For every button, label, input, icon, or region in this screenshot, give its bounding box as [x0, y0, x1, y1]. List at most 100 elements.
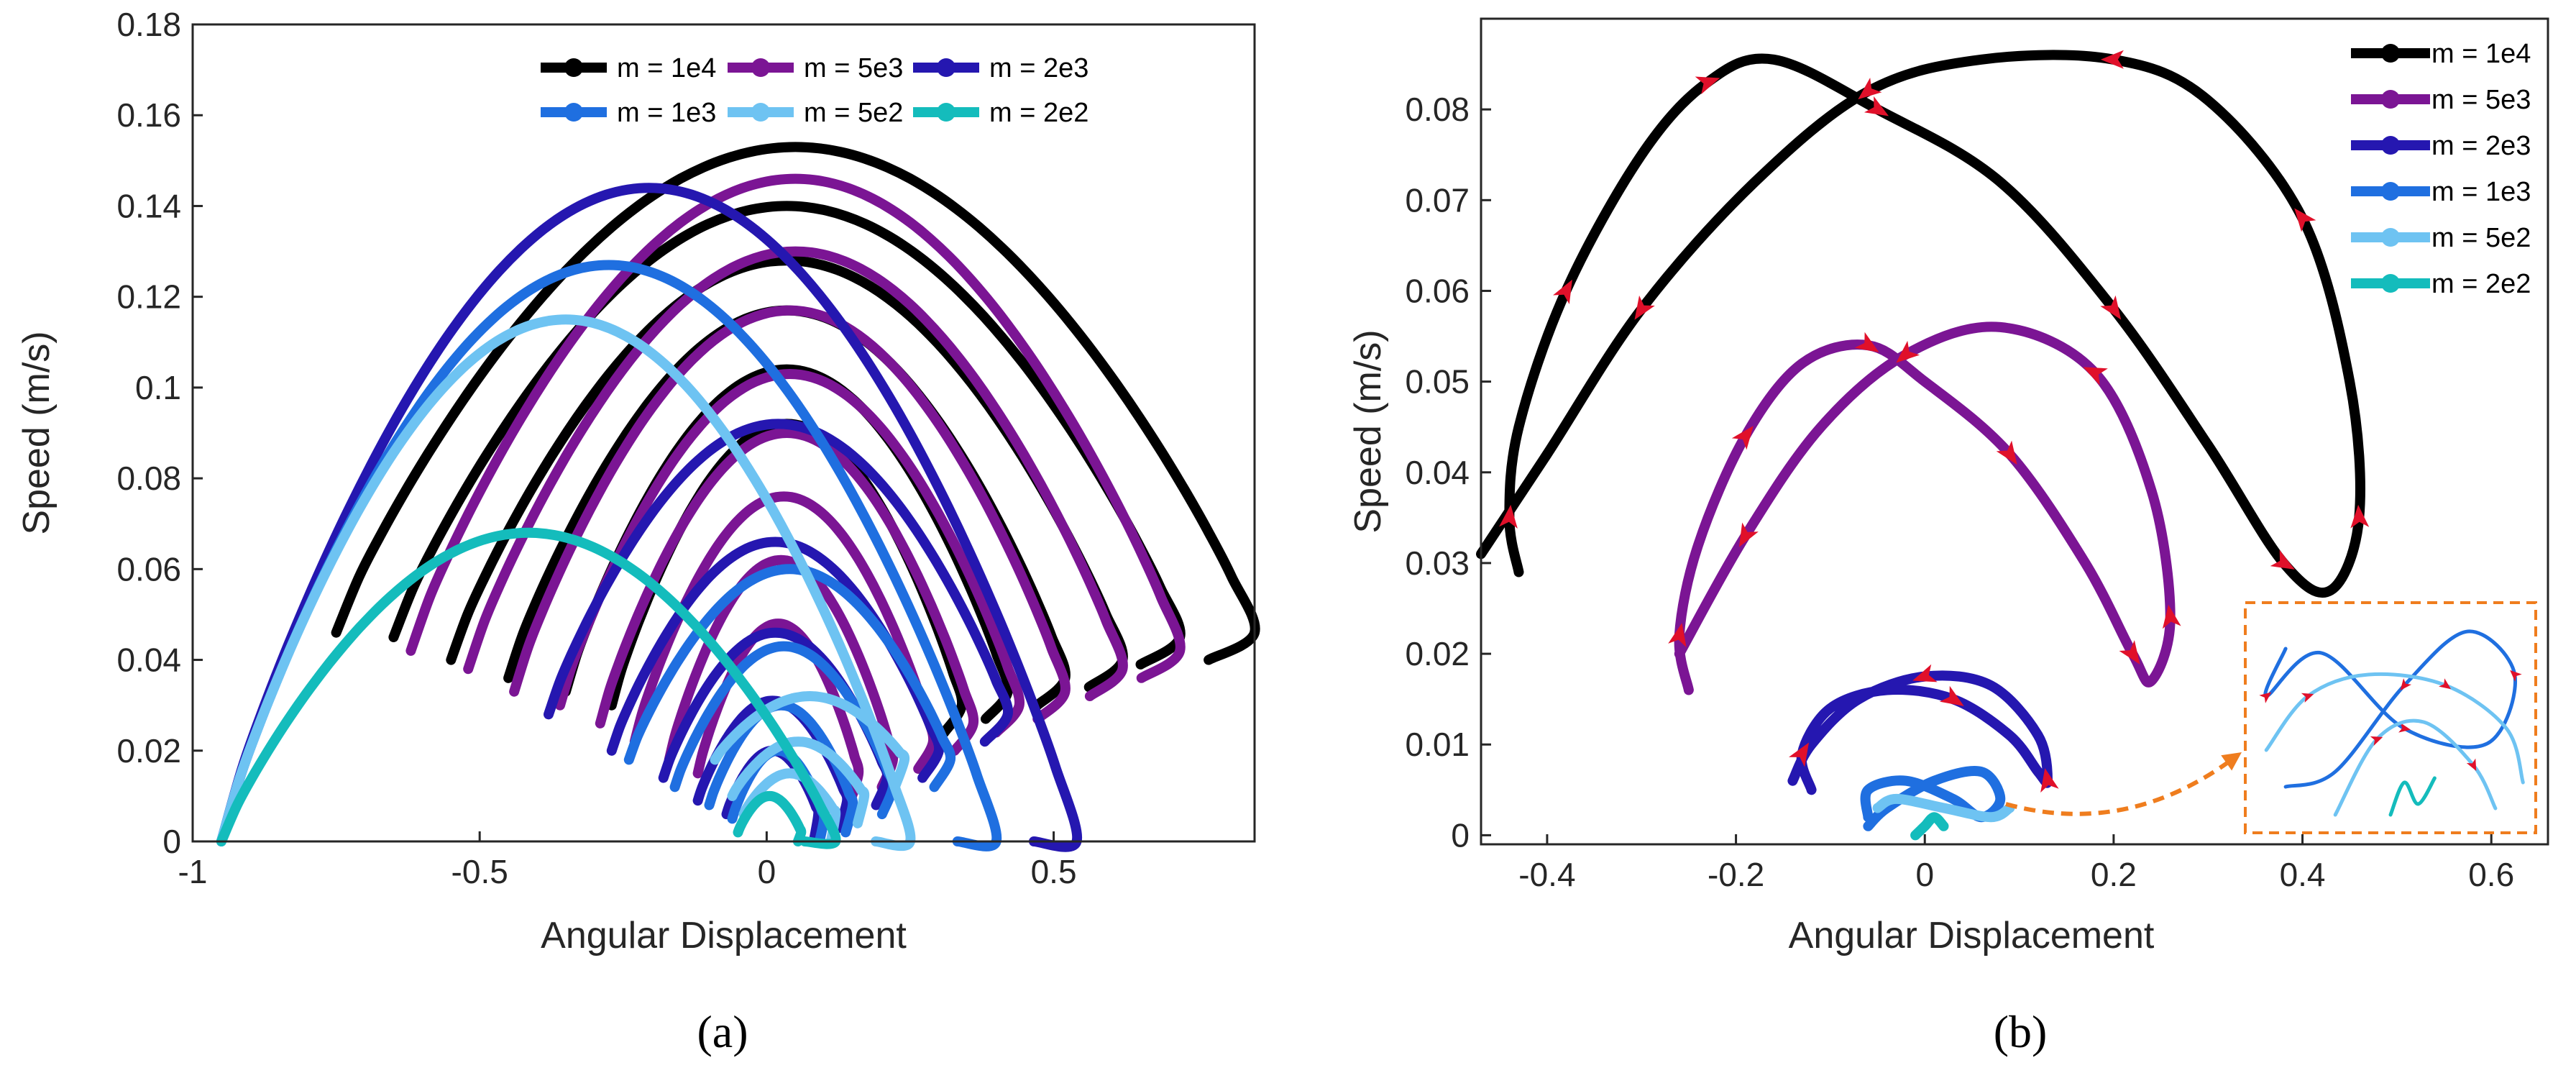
chart-b-direction-arrow: [1996, 440, 2017, 465]
chart-b-y-tick-label: 0.06: [1405, 272, 1470, 309]
chart-a-series-layer: [216, 142, 1260, 852]
chart-b-x-tick-label: 0: [1915, 856, 1934, 893]
chart-b-y-tick-label: 0.04: [1405, 454, 1470, 491]
chart-b-y-tick-label: 0: [1451, 816, 1470, 854]
chart-a-series-m5e3-loop-1: [463, 246, 1128, 701]
chart-a-x-tick-label: 0: [758, 853, 776, 890]
chart-b-legend-marker: [2381, 182, 2400, 201]
chart-b-direction-arrow: [1499, 504, 1518, 529]
chart-panel-b: -0.4 -0.2 0 0.2 0.4 0.6 0 0.01 0.02 0.03 0.04 0.05 0…: [1347, 17, 2549, 1057]
chart-b-legend-marker: [2381, 228, 2400, 247]
chart-a-series-m5e2-loop-3: [738, 768, 841, 846]
chart-b-legend-label: m = 5e3: [2431, 85, 2531, 115]
chart-b-inset-arrow: [2301, 693, 2314, 703]
chart-b-inset-curve-m2e2: [2388, 776, 2437, 817]
chart-b-direction-arrow: [1858, 78, 1882, 100]
chart-a-y-tick-label: 0.04: [116, 641, 181, 679]
chart-a-legend-label: m = 1e4: [617, 53, 716, 83]
chart-b-inset-arrow: [2398, 722, 2411, 733]
chart-a-series-m5e3-loop-3: [555, 369, 1025, 738]
chart-b-axes-frame: [1480, 17, 2549, 846]
chart-a-legend-marker: [751, 58, 770, 77]
chart-a-legend-marker: [564, 103, 583, 122]
chart-b-direction-arrow: [1695, 76, 1720, 95]
chart-a-series-m1e4-loop-1: [388, 201, 1186, 670]
chart-b-legend-label: m = 2e2: [2431, 269, 2531, 299]
chart-b-inset-curve-m5e2: [2264, 672, 2525, 785]
chart-a-y-tick-label: 0.02: [116, 732, 181, 770]
chart-a-series-m2e3-loop-0: [216, 183, 1083, 852]
chart-a-axes-frame: [191, 23, 1256, 843]
chart-b-y-tick-label: 0.03: [1405, 544, 1470, 582]
chart-a-legend-label: m = 2e3: [989, 53, 1088, 83]
chart-b-direction-arrow: [1939, 685, 1964, 706]
chart-a-series-m1e3-loop-1: [623, 564, 956, 793]
chart-b-direction-arrow: [2294, 208, 2316, 232]
chart-b-series-layer: [1476, 50, 2365, 841]
chart-a-legend-marker: [564, 58, 583, 77]
chart-panel-a: -1 -0.5 0 0.5 0 0.02 0.04 0.06 0.08 0.1 0.12 0.14 0.…: [16, 6, 1260, 1057]
chart-b-legend-marker: [2381, 274, 2400, 293]
chart-b-series-m1e4: [1476, 50, 2365, 598]
chart-a-series-m2e2-loop-0: [216, 527, 841, 849]
chart-a-series-m5e2-loop-0: [216, 314, 916, 851]
chart-b-legend-label: m = 2e3: [2431, 131, 2531, 161]
chart-a-series-m2e2-loop-1: [733, 790, 807, 846]
chart-a-ticks: -1 -0.5 0 0.5 0 0.02 0.04 0.06 0.08 0.1 0.12 0.14 0.…: [116, 6, 1076, 890]
chart-b-direction-arrow: [1634, 295, 1655, 320]
chart-b-direction-arrow: [2270, 549, 2295, 570]
chart-a-series-m1e4-loop-0: [331, 142, 1260, 665]
chart-b-x-tick-label: 0.6: [2468, 856, 2514, 893]
chart-b-inset-pointer-head: [2221, 752, 2242, 771]
chart-a-y-tick-label: 0.16: [116, 96, 181, 134]
chart-a-y-tick-label: 0.18: [116, 6, 181, 43]
chart-b-inset-arrow: [2510, 670, 2522, 682]
chart-b-series-m2e2: [1910, 812, 1949, 841]
chart-a-y-tick-label: 0.14: [116, 187, 181, 224]
chart-a-y-tick-label: 0.12: [116, 278, 181, 316]
chart-b-direction-arrow: [1912, 664, 1938, 682]
chart-a-x-tick-label: -1: [178, 853, 208, 890]
chart-b-x-tick-label: 0.2: [2091, 856, 2137, 893]
chart-b-x-tick-label: -0.4: [1518, 856, 1575, 893]
chart-b-x-tick-label: 0.4: [2280, 856, 2326, 893]
chart-b-y-tick-label: 0.07: [1405, 181, 1470, 219]
chart-b-series-m5e3: [1674, 321, 2176, 695]
chart-b-direction-arrow: [1896, 340, 1920, 363]
chart-b-legend-marker: [2381, 90, 2400, 109]
chart-b-direction-arrow: [2083, 367, 2108, 385]
chart-b-direction-arrow: [1553, 279, 1572, 305]
chart-b-y-axis-label: Speed (m/s): [1347, 329, 1389, 533]
chart-b-caption: (b): [1994, 1006, 2048, 1057]
chart-a-y-tick-label: 0.1: [135, 369, 181, 406]
chart-a-caption: (a): [697, 1006, 748, 1057]
chart-a-y-tick-label: 0: [162, 823, 181, 860]
chart-a-y-axis-label: Speed (m/s): [16, 331, 58, 534]
chart-b-direction-arrow: [1731, 426, 1754, 450]
chart-b-legend-marker: [2381, 136, 2400, 155]
chart-b-legend-label: m = 1e4: [2431, 39, 2531, 69]
chart-a-legend-label: m = 2e2: [989, 98, 1088, 128]
chart-a-x-tick-label: -0.5: [452, 853, 508, 890]
chart-b-legend-label: m = 1e3: [2431, 177, 2531, 207]
chart-b-inset-arrow: [2259, 692, 2272, 703]
chart-b-direction-arrow: [2162, 604, 2181, 629]
chart-a-series-m5e3-loop-2: [509, 305, 1071, 724]
chart-a-x-tick-label: 0.5: [1031, 853, 1077, 890]
chart-b-inset-arrow: [2439, 678, 2452, 690]
chart-a-series-m2e3-loop-1: [544, 419, 1013, 747]
chart-a-y-tick-label: 0.06: [116, 550, 181, 588]
chart-b-inset-curve-m1e3: [2263, 629, 2517, 789]
chart-a-legend-label: m = 5e3: [804, 53, 903, 83]
chart-b-direction-arrow: [2350, 504, 2370, 529]
chart-b-y-tick-label: 0.01: [1405, 726, 1470, 763]
chart-b-direction-arrow: [2100, 295, 2122, 320]
chart-b-inset-arrow: [2400, 678, 2412, 691]
chart-b-inset-pointer: [2005, 754, 2237, 816]
chart-b-y-tick-label: 0.05: [1405, 363, 1470, 401]
chart-b-zoom-inset: [2005, 601, 2537, 834]
chart-b-series-m5e2: [1872, 793, 2015, 823]
chart-a-legend-marker: [751, 103, 770, 122]
chart-b-direction-arrow: [1668, 623, 1687, 648]
